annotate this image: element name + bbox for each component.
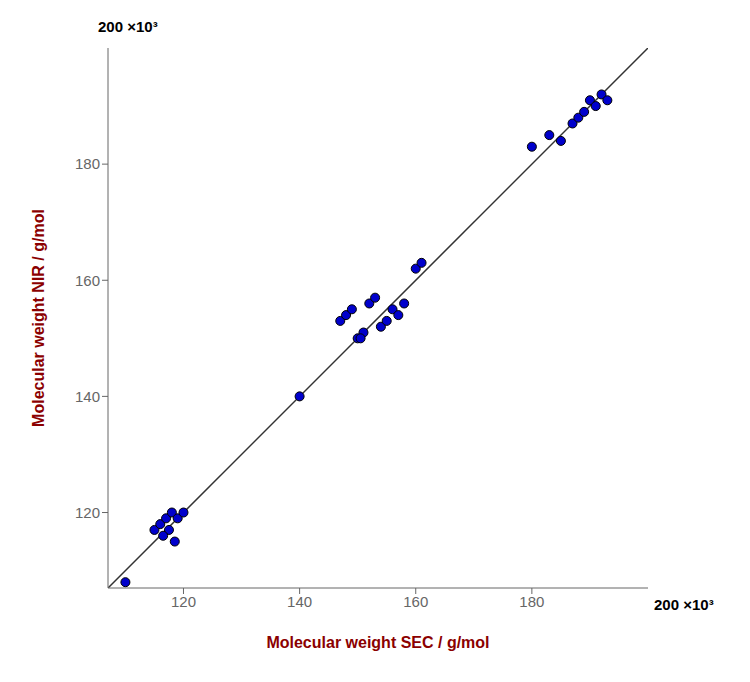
html-text:200 ×10³: 200 ×10³ <box>98 18 158 35</box>
svg-text:180: 180 <box>75 155 100 172</box>
html-text:200 ×10³: 200 ×10³ <box>654 596 714 613</box>
svg-text:160: 160 <box>75 272 100 289</box>
svg-text:140: 140 <box>287 593 312 610</box>
svg-text:140: 140 <box>75 388 100 405</box>
svg-text:120: 120 <box>75 504 100 521</box>
svg-text:Molecular weight NIR / g/mol: Molecular weight NIR / g/mol <box>30 209 47 427</box>
svg-text:160: 160 <box>403 593 428 610</box>
svg-text:180: 180 <box>519 593 544 610</box>
svg-text:120: 120 <box>171 593 196 610</box>
svg-text:Molecular weight SEC / g/mol: Molecular weight SEC / g/mol <box>266 634 489 651</box>
